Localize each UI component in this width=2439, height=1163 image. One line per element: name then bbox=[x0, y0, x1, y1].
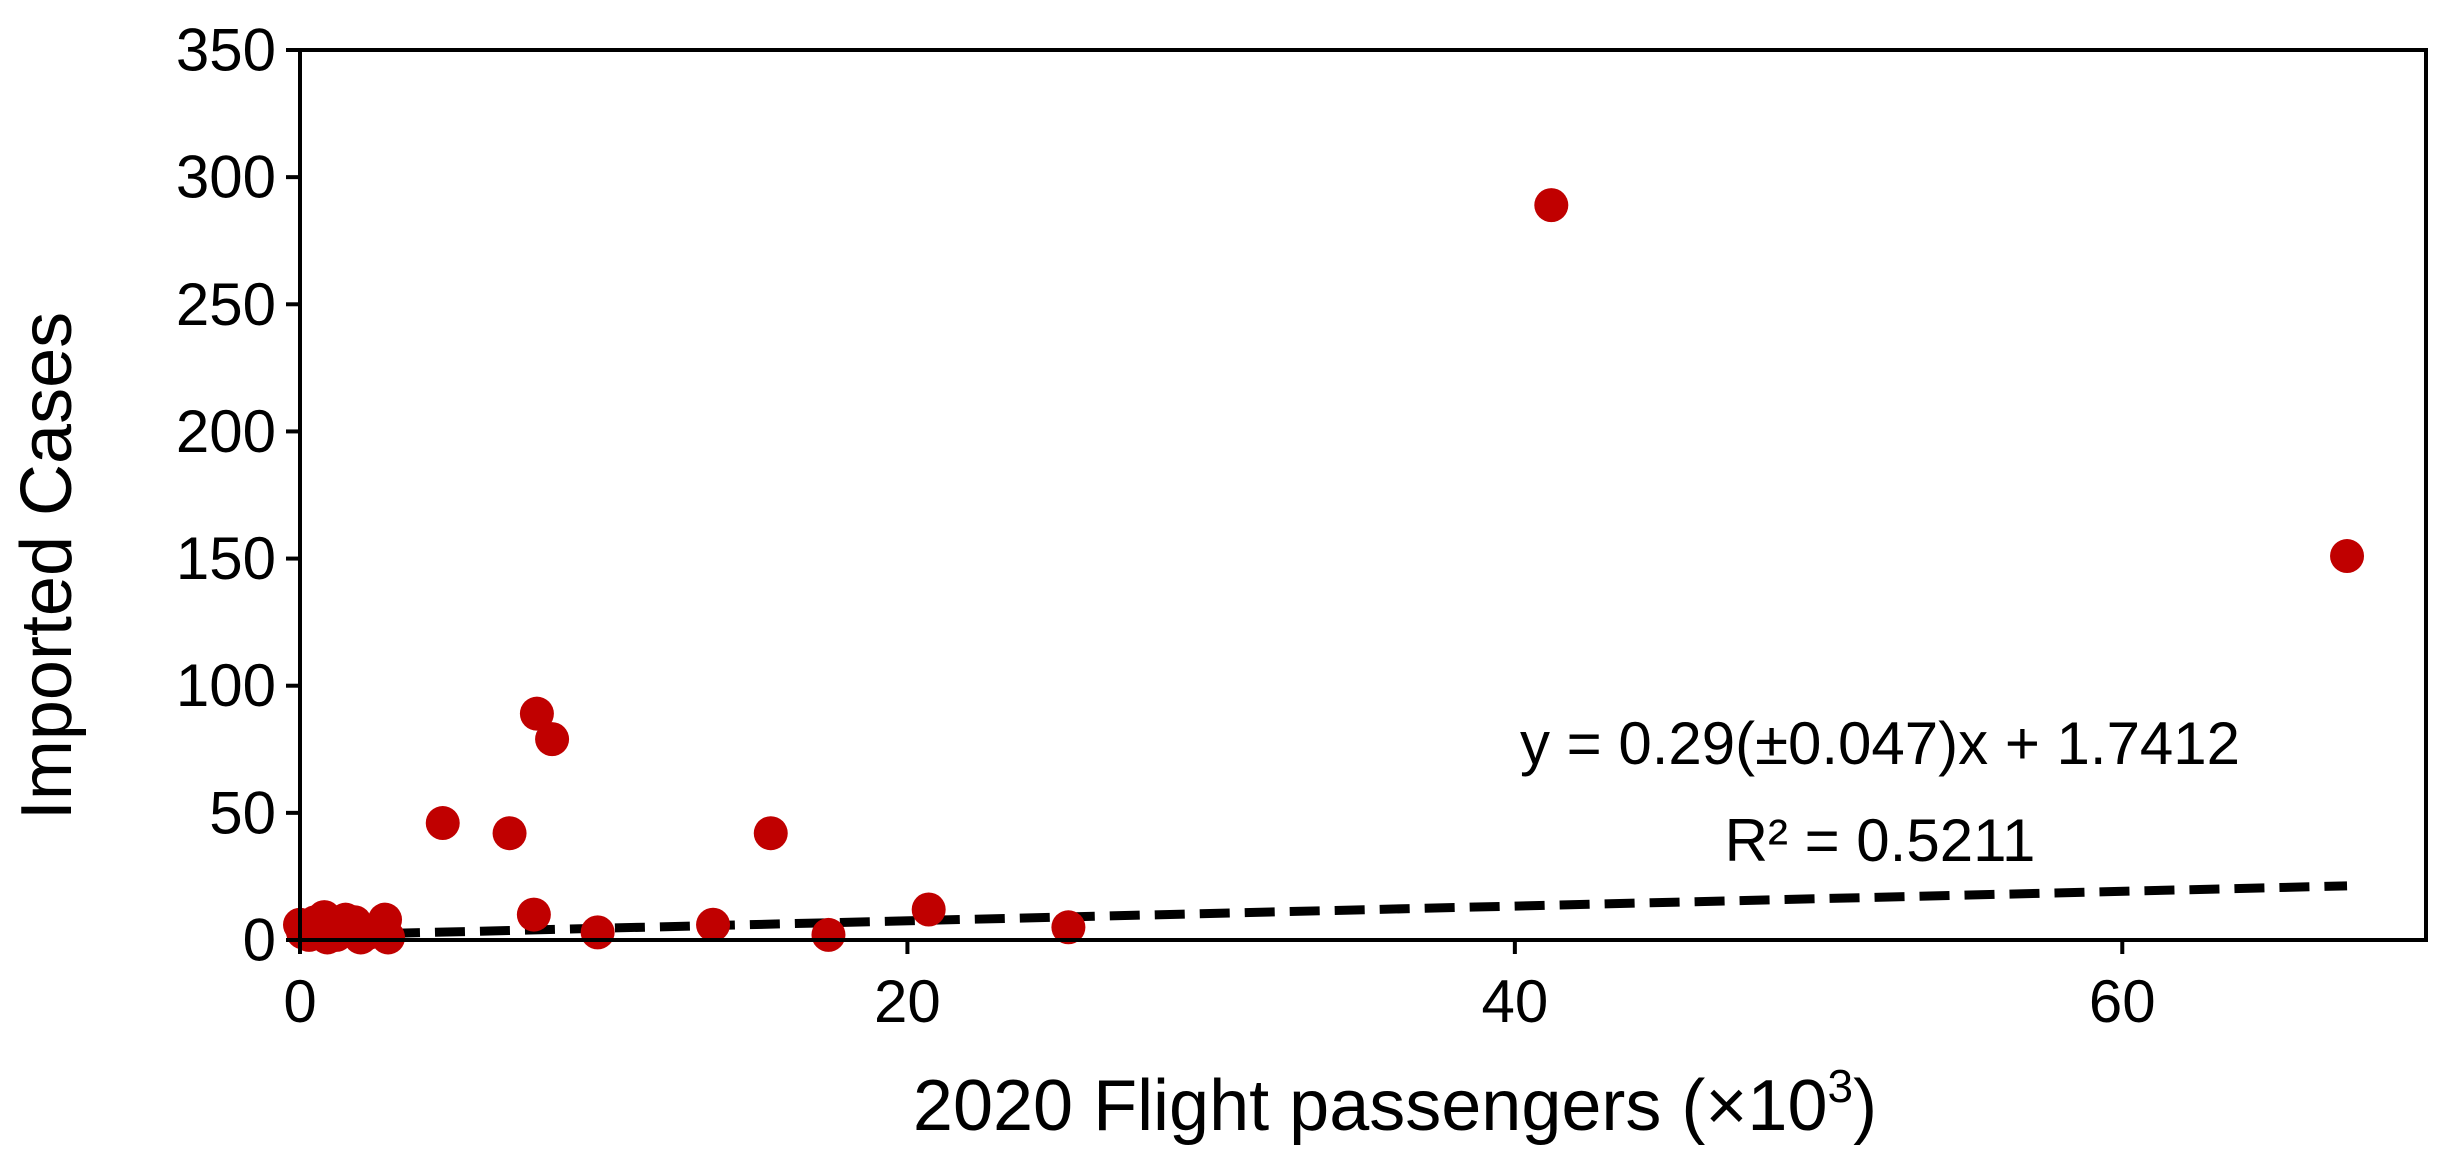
x-tick-label: 20 bbox=[874, 968, 941, 1035]
scatter-point bbox=[753, 816, 788, 851]
trendline-equation: y = 0.29(±0.047)x + 1.7412 bbox=[1520, 710, 2240, 777]
trendline bbox=[299, 881, 2348, 941]
trendline-r-squared: R² = 0.5211 bbox=[1725, 807, 2036, 874]
scatter-point bbox=[371, 920, 406, 955]
scatter-point bbox=[2330, 539, 2365, 574]
y-axis-title: Imported Cases bbox=[7, 312, 87, 820]
x-tick-label: 40 bbox=[1481, 968, 1548, 1035]
scatter-point bbox=[425, 806, 460, 841]
plot-marks bbox=[283, 188, 2365, 955]
y-axis-ticks: 0 50 100 150 200 250 300 350 bbox=[176, 17, 300, 974]
scatter-point bbox=[519, 696, 554, 731]
y-tick-label: 300 bbox=[176, 144, 276, 211]
x-tick-label: 60 bbox=[2089, 968, 2156, 1035]
x-axis-title: 2020 Flight passengers (×103) bbox=[913, 1060, 1877, 1146]
scatter-point bbox=[696, 907, 731, 942]
y-tick-label: 250 bbox=[176, 271, 276, 338]
scatter-point bbox=[492, 816, 527, 851]
scatter-point bbox=[1051, 910, 1086, 945]
scatter-point bbox=[911, 892, 946, 927]
y-tick-label: 350 bbox=[176, 17, 276, 84]
scatter-point bbox=[516, 897, 551, 932]
x-tick-label: 0 bbox=[283, 968, 316, 1035]
y-tick-label: 50 bbox=[209, 779, 276, 846]
y-tick-label: 0 bbox=[243, 907, 276, 974]
x-axis-title-suffix: ) bbox=[1853, 1066, 1877, 1146]
scatter-point bbox=[535, 722, 570, 757]
scatter-point bbox=[580, 915, 615, 950]
x-axis-ticks: 0 20 40 60 bbox=[283, 940, 2156, 1035]
y-tick-label: 150 bbox=[176, 525, 276, 592]
scatter-point bbox=[1534, 188, 1569, 223]
x-axis-title-superscript: 3 bbox=[1828, 1060, 1854, 1112]
y-tick-label: 100 bbox=[176, 652, 276, 719]
plot-frame bbox=[298, 48, 2428, 942]
y-tick-label: 200 bbox=[176, 398, 276, 465]
x-axis-title-main: 2020 Flight passengers (×10 bbox=[913, 1066, 1828, 1146]
scatter-point bbox=[811, 917, 846, 952]
